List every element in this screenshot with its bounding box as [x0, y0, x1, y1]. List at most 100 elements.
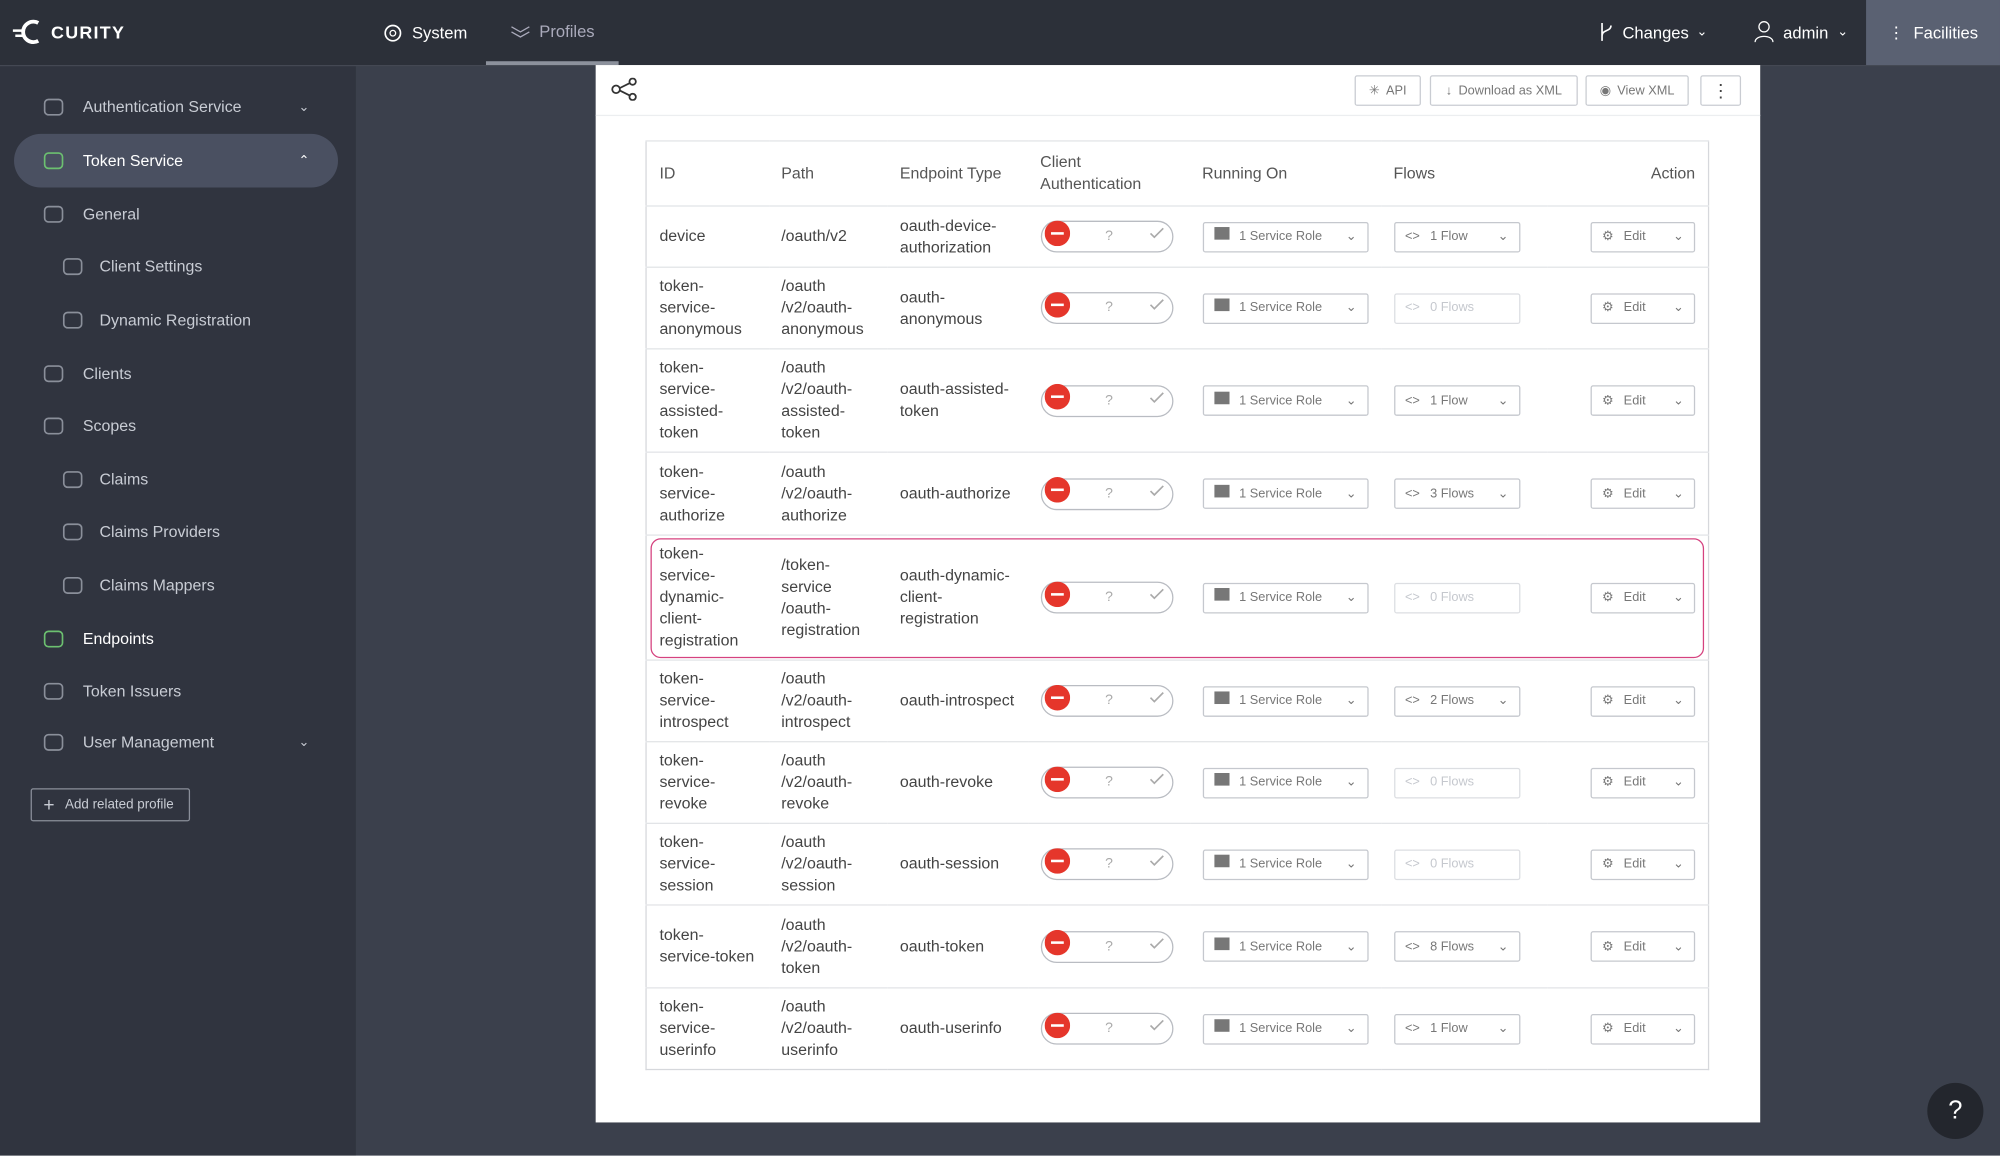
running-on-dropdown[interactable]: 1 Service Role ⌄	[1202, 848, 1368, 880]
user-menu[interactable]: admin ⌄	[1754, 20, 1848, 43]
flows-label: 8 Flows	[1430, 939, 1475, 954]
edit-label: Edit	[1623, 939, 1646, 954]
sidebar-label: User Management	[82, 733, 215, 752]
column-header: Path	[768, 140, 888, 206]
running-on-cell: 1 Service Role ⌄	[1189, 348, 1381, 453]
running-on-dropdown[interactable]: 1 Service Role ⌄	[1202, 478, 1368, 509]
sidebar-icon	[42, 731, 65, 754]
auth-toggle[interactable]: ?	[1040, 291, 1173, 324]
table-row: token-service-dynamic-client-registratio…	[646, 534, 1709, 661]
code-icon: <>	[1404, 590, 1420, 605]
edit-button[interactable]: ⚙ Edit ⌄	[1590, 582, 1696, 613]
auth-toggle[interactable]: ?	[1040, 580, 1173, 614]
brand[interactable]: CURITY	[12, 19, 125, 45]
sidebar-item[interactable]: Claims Providers	[0, 505, 356, 559]
sidebar-icon	[42, 680, 65, 703]
flows-dropdown[interactable]: <> 3 Flows ⌄	[1393, 478, 1520, 509]
flows-dropdown[interactable]: <> 8 Flows ⌄	[1393, 931, 1520, 962]
running-on-dropdown[interactable]: 1 Service Role ⌄	[1202, 292, 1368, 324]
toolbar-button[interactable]: ↓ Download as XML	[1429, 75, 1578, 106]
sidebar-item[interactable]: Claims	[0, 453, 356, 507]
deny-icon	[1044, 765, 1070, 799]
chevron: ⌄	[1672, 393, 1684, 408]
sidebar-item[interactable]: User Management ⌄	[0, 716, 356, 770]
help-button[interactable]: ?	[1927, 1082, 1984, 1140]
flows-label: 2 Flows	[1430, 693, 1475, 708]
flows-dropdown: <> 0 Flows	[1393, 848, 1520, 880]
code-icon: <>	[1404, 301, 1420, 316]
top-nav: CURITY System Profiles Changes ⌄ admin ⌄ ⋮…	[0, 0, 2000, 67]
facilities-button[interactable]: ⋮ Facilities	[1866, 0, 2000, 66]
running-on-dropdown[interactable]: 1 Service Role ⌄	[1202, 767, 1368, 798]
running-on-dropdown[interactable]: 1 Service Role ⌄	[1202, 1013, 1368, 1045]
edit-button[interactable]: ⚙ Edit ⌄	[1590, 685, 1696, 717]
sidebar-item[interactable]: General	[0, 187, 356, 241]
running-on-dropdown[interactable]: 1 Service Role ⌄	[1202, 385, 1368, 416]
auth-toggle[interactable]: ?	[1040, 383, 1173, 417]
edit-button[interactable]: ⚙ Edit ⌄	[1590, 767, 1696, 798]
sidebar-item[interactable]: Token Service ⌃	[14, 133, 339, 188]
server-icon	[1213, 853, 1229, 875]
sidebar-item[interactable]: Scopes	[0, 399, 356, 453]
gear-icon	[384, 24, 402, 42]
sidebar-item[interactable]: Client Settings	[0, 240, 356, 294]
flows-dropdown[interactable]: <> 1 Flow ⌄	[1393, 385, 1520, 416]
auth-toggle[interactable]: ?	[1040, 1012, 1173, 1045]
toolbar-button[interactable]: ✳ API	[1354, 75, 1421, 106]
cell-path: /token-service /oauth-registration	[768, 534, 888, 661]
chevron: ⌄	[1672, 229, 1684, 244]
add-profile-label: Add related profile	[65, 797, 174, 813]
running-on-dropdown[interactable]: 1 Service Role ⌄	[1202, 582, 1368, 613]
edit-button[interactable]: ⚙ Edit ⌄	[1590, 221, 1696, 252]
toolbar-button[interactable]: ◉ View XML	[1585, 75, 1689, 106]
running-on-dropdown[interactable]: 1 Service Role ⌄	[1202, 221, 1368, 252]
sidebar-icon	[42, 362, 65, 385]
flows-label: 0 Flows	[1430, 775, 1475, 790]
sidebar-item[interactable]: Authentication Service ⌄	[0, 80, 356, 134]
edit-button[interactable]: ⚙ Edit ⌄	[1590, 292, 1696, 324]
chevron: ⌄	[1345, 857, 1357, 872]
client-auth-cell: ?	[1027, 741, 1190, 824]
running-on-cell: 1 Service Role ⌄	[1189, 266, 1381, 349]
running-on-dropdown[interactable]: 1 Service Role ⌄	[1202, 931, 1368, 962]
running-on-dropdown[interactable]: 1 Service Role ⌄	[1202, 685, 1368, 717]
gear-icon: ⚙	[1602, 939, 1614, 954]
auth-toggle[interactable]: ?	[1040, 847, 1173, 881]
action-cell: ⚙ Edit ⌄	[1546, 741, 1709, 824]
flows-dropdown[interactable]: <> 2 Flows ⌄	[1393, 685, 1520, 717]
edit-button[interactable]: ⚙ Edit ⌄	[1590, 478, 1696, 509]
edit-label: Edit	[1623, 1021, 1646, 1036]
chevron: ⌄	[1345, 486, 1357, 501]
chevron: ⌃	[298, 153, 310, 168]
table-row: token-service-token/oauth /v2/oauth-toke…	[646, 904, 1709, 988]
server-icon	[1213, 297, 1229, 319]
tab[interactable]: Profiles	[485, 0, 619, 66]
flows-dropdown[interactable]: <> 1 Flow ⌄	[1393, 1013, 1520, 1045]
edit-button[interactable]: ⚙ Edit ⌄	[1590, 385, 1696, 416]
auth-toggle[interactable]: ?	[1040, 929, 1173, 963]
sidebar-item[interactable]: Endpoints	[0, 612, 356, 666]
tab[interactable]: System	[383, 0, 467, 65]
table-row: token-service-revoke/oauth /v2/oauth-rev…	[646, 741, 1709, 824]
auth-toggle[interactable]: ?	[1040, 765, 1173, 799]
action-cell: ⚙ Edit ⌄	[1546, 987, 1709, 1070]
changes-menu[interactable]: Changes ⌄	[1597, 20, 1707, 43]
flows-label: 0 Flows	[1430, 301, 1475, 316]
action-cell: ⚙ Edit ⌄	[1546, 451, 1709, 536]
chevron: ⌄	[1345, 693, 1357, 708]
edit-button[interactable]: ⚙ Edit ⌄	[1590, 931, 1696, 962]
more-button[interactable]: ⋮	[1700, 75, 1742, 106]
sidebar-item[interactable]: Claims Mappers	[0, 559, 356, 613]
add-profile-button[interactable]: + Add related profile	[30, 788, 191, 822]
sidebar-label: Token Service	[82, 151, 184, 170]
flows-dropdown[interactable]: <> 1 Flow ⌄	[1393, 221, 1520, 252]
auth-toggle[interactable]: ?	[1040, 684, 1173, 717]
chevron: ⌄	[1672, 857, 1684, 872]
edit-button[interactable]: ⚙ Edit ⌄	[1590, 1013, 1696, 1045]
sidebar-item[interactable]: Token Issuers	[0, 665, 356, 719]
auth-toggle[interactable]: ?	[1040, 477, 1173, 510]
auth-toggle[interactable]: ?	[1040, 220, 1173, 253]
edit-button[interactable]: ⚙ Edit ⌄	[1590, 848, 1696, 880]
sidebar-item[interactable]: Clients	[0, 347, 356, 401]
sidebar-item[interactable]: Dynamic Registration	[0, 293, 356, 347]
